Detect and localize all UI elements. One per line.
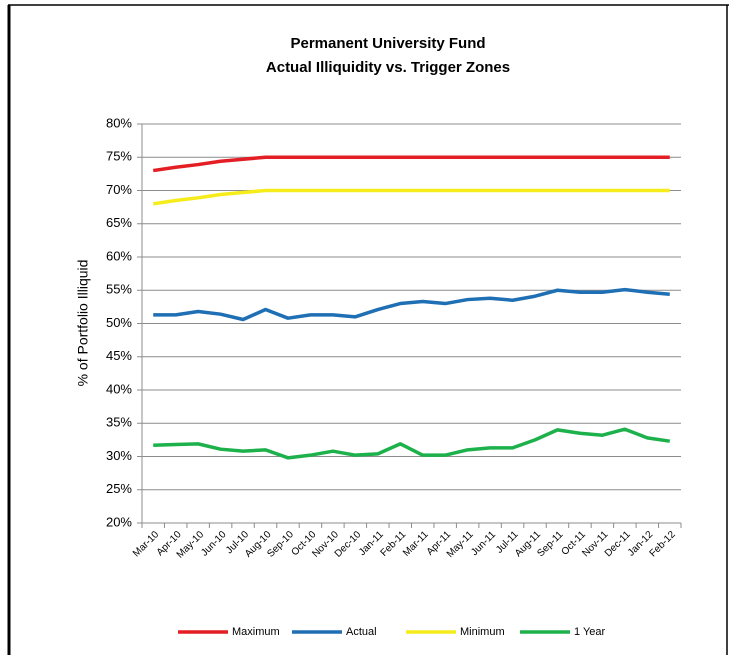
y-tick-label: 55% [106,282,132,297]
series-line [153,427,671,460]
legend-label: 1 Year [574,626,606,638]
y-tick-label: 35% [106,415,132,430]
y-tick-label: 40% [106,381,132,396]
x-tick-label: Feb-12 [648,529,678,559]
y-tick-label: 20% [106,514,132,529]
y-tick-label: 60% [106,248,132,263]
chart-title: Permanent University Fund [290,35,485,52]
legend-label: Minimum [460,626,505,638]
x-tick-label: Sep-11 [535,529,565,559]
series-line [152,188,670,206]
x-tick-label: Mar-10 [131,529,161,559]
series-line [152,155,670,173]
y-tick-label: 75% [106,149,132,164]
y-tick-label: 80% [106,115,132,130]
y-tick-label: 50% [106,315,132,330]
x-tick-label: Jun-10 [199,529,229,559]
legend-label: Maximum [232,626,280,638]
series-line [153,287,670,322]
y-tick-label: 25% [106,481,132,496]
y-tick-label: 65% [106,215,132,230]
x-tick-label: Mar-11 [401,529,431,559]
chart-subtitle: Actual Illiquidity vs. Trigger Zones [266,59,510,76]
legend-label: Actual [346,626,377,638]
y-tick-label: 70% [106,182,132,197]
x-tick-label: Jun-11 [469,529,498,558]
y-tick-label: 45% [106,348,132,363]
y-tick-label: 30% [106,448,132,463]
y-axis-title: % of Portfolio Illiquid [75,260,91,387]
